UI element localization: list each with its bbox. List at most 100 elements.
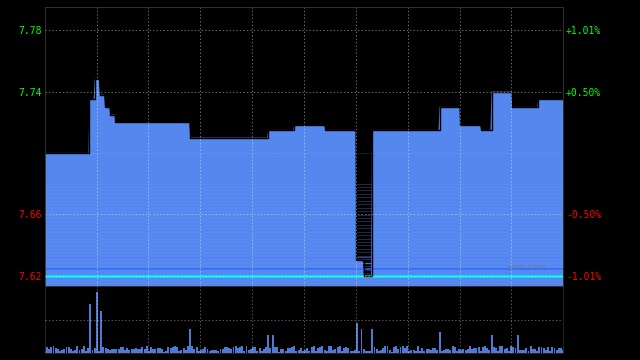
Bar (510, 346, 512, 353)
Bar (54, 348, 56, 353)
Bar (374, 347, 376, 353)
Bar (432, 348, 434, 353)
Bar (521, 350, 523, 353)
Bar (313, 346, 315, 353)
Bar (150, 347, 152, 353)
Bar (513, 347, 515, 353)
Bar (367, 351, 369, 353)
Bar (499, 346, 501, 353)
Bar (393, 347, 395, 353)
Bar (502, 346, 504, 353)
Bar (454, 347, 456, 353)
Bar (176, 347, 178, 353)
Bar (174, 346, 176, 353)
Bar (44, 351, 46, 353)
Bar (170, 348, 172, 353)
Bar (536, 351, 538, 353)
Bar (98, 351, 100, 353)
Bar (519, 350, 521, 353)
Bar (443, 350, 445, 353)
Bar (558, 348, 560, 353)
Bar (293, 346, 295, 353)
Bar (369, 351, 371, 353)
Bar (543, 348, 545, 353)
Bar (438, 332, 440, 353)
Bar (287, 348, 289, 353)
Bar (391, 351, 393, 353)
Bar (469, 346, 471, 353)
Bar (191, 346, 193, 353)
Bar (382, 348, 384, 353)
Bar (218, 351, 220, 353)
Bar (326, 351, 328, 353)
Bar (465, 350, 467, 353)
Bar (257, 351, 259, 353)
Bar (126, 348, 128, 353)
Bar (228, 348, 230, 353)
Bar (96, 292, 98, 353)
Bar (102, 347, 104, 353)
Bar (148, 351, 150, 353)
Bar (339, 346, 340, 353)
Bar (140, 349, 141, 353)
Bar (129, 350, 131, 353)
Bar (397, 349, 399, 353)
Bar (224, 347, 226, 353)
Bar (534, 349, 536, 353)
Bar (515, 348, 516, 353)
Bar (408, 351, 410, 353)
Bar (354, 350, 356, 353)
Bar (63, 348, 65, 353)
Bar (300, 348, 301, 353)
Bar (317, 348, 319, 353)
Bar (360, 329, 362, 353)
Bar (202, 349, 204, 353)
Bar (458, 349, 460, 353)
Bar (146, 346, 148, 353)
Bar (538, 347, 540, 353)
Bar (484, 346, 486, 353)
Bar (365, 351, 367, 353)
Bar (321, 346, 323, 353)
Bar (269, 348, 271, 353)
Bar (417, 346, 419, 353)
Bar (193, 349, 195, 353)
Bar (235, 346, 237, 353)
Bar (79, 350, 81, 353)
Bar (346, 347, 348, 353)
Bar (358, 351, 360, 353)
Bar (111, 348, 113, 353)
Bar (165, 351, 167, 353)
Bar (447, 349, 449, 353)
Bar (376, 349, 378, 353)
Bar (335, 349, 337, 353)
Bar (200, 350, 202, 353)
Bar (476, 348, 477, 353)
Bar (65, 347, 67, 353)
Bar (337, 347, 339, 353)
Bar (471, 349, 473, 353)
Bar (486, 348, 488, 353)
Bar (180, 350, 182, 353)
Bar (254, 347, 256, 353)
Bar (209, 351, 211, 353)
Bar (85, 351, 87, 353)
Bar (402, 346, 404, 353)
Bar (371, 329, 373, 353)
Bar (285, 351, 287, 353)
Bar (152, 349, 154, 353)
Bar (421, 347, 423, 353)
Bar (172, 347, 173, 353)
Bar (516, 335, 518, 353)
Bar (72, 351, 74, 353)
Bar (308, 351, 310, 353)
Bar (477, 347, 479, 353)
Bar (554, 348, 556, 353)
Bar (324, 350, 326, 353)
Bar (182, 348, 184, 353)
Bar (310, 347, 312, 353)
Bar (387, 346, 388, 353)
Bar (415, 351, 417, 353)
Bar (243, 351, 245, 353)
Bar (289, 348, 291, 353)
